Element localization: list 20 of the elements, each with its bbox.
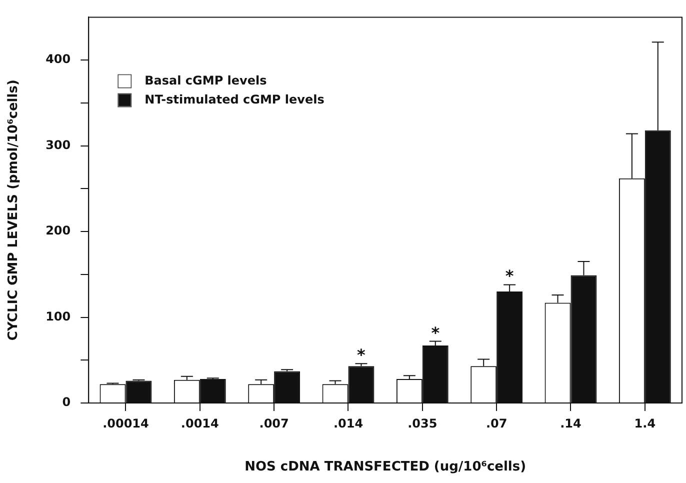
y-tick-label: 100 — [46, 309, 71, 324]
x-axis-title: NOS cDNA TRANSFECTED (ug/10⁶cells) — [244, 460, 526, 475]
x-tick-label: .07 — [486, 416, 508, 430]
y-tick-label: 0 — [62, 395, 71, 410]
legend-label: NT-stimulated cGMP levels — [144, 92, 324, 106]
annotation: * — [357, 346, 366, 365]
annotation: * — [431, 323, 440, 342]
y-tick-label: 400 — [46, 52, 71, 66]
legend-label: Basal cGMP levels — [144, 73, 267, 88]
x-tick-label: .035 — [408, 416, 438, 430]
x-tick-label: .14 — [560, 416, 582, 430]
x-tick-label: .014 — [333, 416, 364, 430]
annotation: * — [505, 266, 514, 286]
x-tick-label: .00014 — [102, 416, 149, 430]
y-axis-title: CYCLIC GMP LEVELS (pmol/10⁶cells) — [6, 80, 22, 341]
x-tick-label: 1.4 — [634, 416, 656, 430]
y-tick-label: 300 — [46, 138, 71, 152]
x-tick-label: .0014 — [180, 416, 219, 430]
x-tick-label: .007 — [259, 416, 289, 430]
y-tick-label: 200 — [46, 224, 71, 238]
